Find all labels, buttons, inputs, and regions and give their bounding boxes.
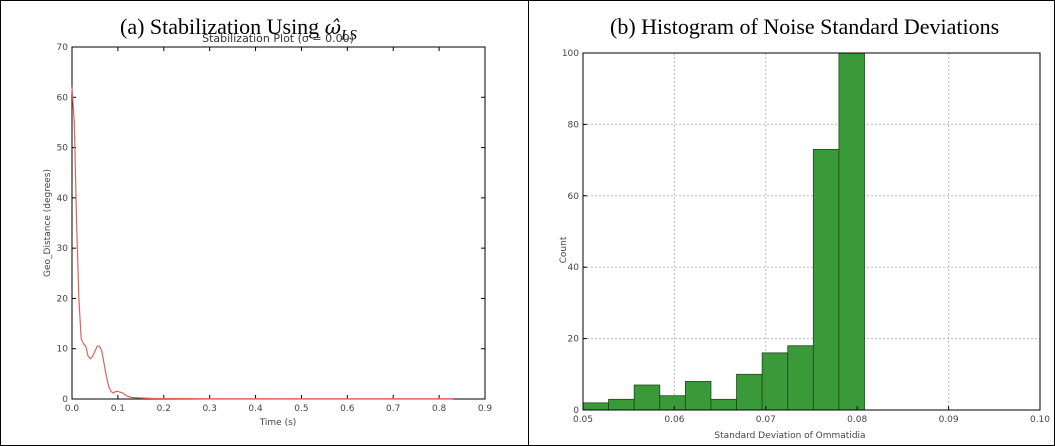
chart-a-ytick-label: 50 <box>57 144 69 154</box>
chart-a-ytick-label: 60 <box>57 93 69 103</box>
chart-a-series-line <box>71 87 453 400</box>
chart-b-ytick-label: 40 <box>568 263 580 273</box>
chart-b-bar <box>659 395 686 411</box>
panel-a-title-prefix: (a) Stabilization Using <box>120 14 325 39</box>
chart-a-xtick-label: 0.8 <box>432 404 447 414</box>
chart-a-xtick-label: 0.0 <box>65 404 80 414</box>
chart-b-ytick-label: 80 <box>568 120 580 130</box>
chart-b-ytick-label: 60 <box>568 192 580 202</box>
chart-b-bar <box>684 381 712 411</box>
chart-a-xtick-label: 0.7 <box>386 404 400 414</box>
chart-a-ylabel: Geo_Distance (degrees) <box>43 169 53 277</box>
panel-b-title: (b) Histogram of Noise Standard Deviatio… <box>610 14 1000 39</box>
panel-a-title-math: ω̂ <box>324 15 341 39</box>
chart-b-bar <box>608 398 635 411</box>
chart-a-xtick-label: 0.6 <box>340 404 355 414</box>
chart-b-xtick-label: 0.07 <box>756 415 776 425</box>
panel-divider <box>528 0 529 446</box>
chart-b-plot-border <box>582 52 1041 411</box>
chart-b-xtick-label: 0.09 <box>939 415 959 425</box>
chart-a-ytick-label: 20 <box>57 294 69 304</box>
chart-a-xtick-label: 0.4 <box>248 404 263 414</box>
panel-a-title: (a) Stabilization Using ω̂LS <box>120 14 357 44</box>
panel-a-title-sub: LS <box>341 27 357 44</box>
chart-b-ytick-label: 100 <box>562 49 579 59</box>
chart-a-xtick-label: 0.5 <box>294 404 308 414</box>
chart-b-xlabel: Standard Deviation of Ommatidia <box>714 431 865 441</box>
chart-b-bar <box>838 52 865 411</box>
chart-a-ytick-label: 10 <box>57 345 69 355</box>
chart-a-xlabel: Time (s) <box>259 418 297 428</box>
chart-b-xtick-label: 0.06 <box>664 415 684 425</box>
chart-b-ylabel: Count <box>559 236 569 263</box>
chart-a-xtick-label: 0.3 <box>203 404 217 414</box>
chart-b-bar <box>812 148 840 411</box>
chart-b-ytick-label: 20 <box>568 335 580 345</box>
stabilization-chart: Stabilization Plot (σ = 0.00) 0.0 0.1 0.2 0… <box>43 32 493 428</box>
chart-a-xtick-label: 0.1 <box>111 404 125 414</box>
chart-b-xtick-label: 0.05 <box>573 415 593 425</box>
chart-a-xtick-label: 0.2 <box>157 404 171 414</box>
chart-a-plot-area <box>71 46 486 400</box>
chart-b-bar <box>736 373 763 411</box>
chart-b-bar <box>761 352 789 411</box>
chart-b-bar <box>582 402 609 411</box>
chart-b-ytick-label: 0 <box>573 406 579 416</box>
chart-a-ytick-label: 70 <box>57 43 69 53</box>
chart-b-xtick-label: 0.08 <box>847 415 867 425</box>
chart-a-ytick-label: 0 <box>62 395 68 405</box>
chart-b-bar <box>710 398 737 411</box>
chart-a-ytick-label: 40 <box>57 194 69 204</box>
chart-b-xtick-label: 0.10 <box>1030 415 1050 425</box>
chart-b-bar <box>787 345 814 411</box>
chart-b-bar <box>633 384 661 411</box>
chart-a-ytick-label: 30 <box>57 244 69 254</box>
chart-a-xtick-label: 0.9 <box>478 404 493 414</box>
chart-a-title: Stabilization Plot (σ = 0.00) <box>202 32 354 45</box>
